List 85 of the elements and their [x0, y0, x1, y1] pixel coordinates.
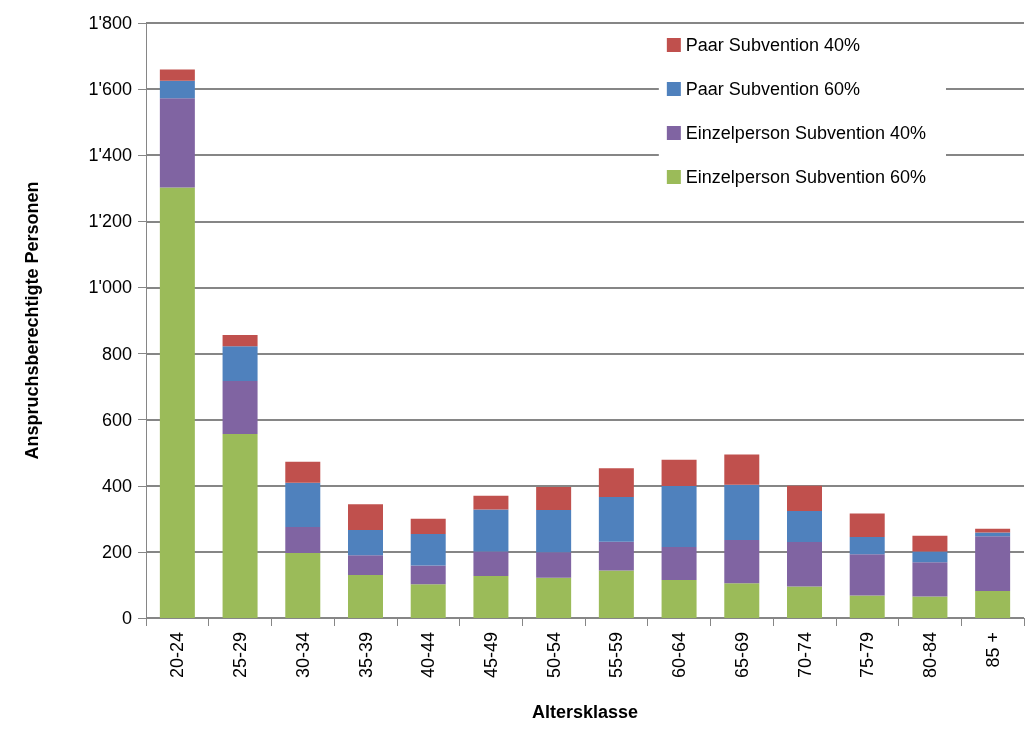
y-tick-label: 200: [101, 541, 132, 562]
legend-label: Einzelperson Subvention 60%: [685, 167, 927, 187]
bar: [159, 80, 195, 99]
bar: [975, 590, 1011, 618]
bar: [410, 584, 446, 618]
bar: [348, 530, 383, 556]
bar: [849, 595, 885, 618]
bar: [348, 575, 383, 618]
bar: [536, 577, 572, 618]
bar: [661, 486, 697, 547]
bar: [159, 187, 195, 618]
y-axis-title: Anspruchsberechtigte Personen: [22, 181, 42, 460]
bar: [536, 509, 572, 553]
y-tick-label: 1'000: [88, 277, 132, 298]
x-tick-label: 40-44: [418, 632, 439, 679]
bar: [222, 346, 258, 381]
x-axis-title: Altersklasse: [531, 702, 639, 722]
bar: [473, 509, 509, 552]
y-tick-label: 600: [101, 409, 132, 430]
bar: [222, 433, 258, 618]
bar: [222, 335, 258, 347]
bar: [410, 534, 446, 566]
bar: [598, 468, 634, 498]
bar: [912, 535, 948, 552]
bar: [285, 552, 321, 618]
legend-label: Paar Subvention 60%: [685, 79, 860, 99]
bar: [661, 579, 697, 618]
y-tick-label: 800: [101, 343, 132, 364]
bar: [849, 554, 885, 596]
bar: [598, 497, 634, 542]
x-tick-label: 75-79: [857, 632, 878, 679]
bar: [285, 461, 321, 483]
bar: [348, 504, 383, 531]
bar: [912, 596, 948, 618]
bar: [285, 482, 321, 528]
bar: [159, 98, 195, 188]
bar: [410, 565, 446, 585]
x-tick-label: 55-59: [606, 632, 627, 679]
bar: [724, 484, 760, 540]
y-tick-label: 1'400: [88, 145, 132, 166]
bar: [661, 459, 697, 487]
x-tick-label: 30-34: [292, 632, 313, 679]
bar: [661, 546, 697, 580]
x-tick-label: 60-64: [669, 632, 690, 679]
bar: [912, 562, 948, 597]
bar: [285, 527, 321, 553]
bar: [348, 555, 383, 576]
x-tick-label: 45-49: [480, 632, 501, 679]
bar: [975, 536, 1011, 591]
bar: [598, 541, 634, 571]
bar: [724, 539, 760, 584]
bar: [473, 576, 509, 618]
x-tick-label: 25-29: [230, 632, 251, 679]
x-tick-label: 50-54: [543, 632, 564, 679]
bar: [849, 513, 885, 538]
x-tick-label: 70-74: [794, 632, 815, 679]
bar: [536, 487, 572, 510]
bar: [724, 454, 760, 485]
legend-label: Paar Subvention 40%: [685, 35, 860, 55]
legend-label: Einzelperson Subvention 40%: [685, 123, 927, 143]
y-tick-label: 1'600: [88, 79, 132, 100]
y-tick-label: 1'800: [88, 13, 132, 33]
bar: [912, 551, 948, 563]
bar: [159, 69, 195, 81]
x-tick-label: 85 +: [982, 632, 1003, 668]
bar: [787, 586, 822, 618]
bar: [473, 495, 509, 510]
bar: [536, 552, 572, 578]
x-tick-label: 80-84: [919, 632, 940, 679]
bar: [724, 583, 760, 618]
bar: [222, 380, 258, 434]
y-tick-label: 1'200: [88, 211, 132, 232]
y-tick-label: 0: [121, 608, 132, 628]
bar: [975, 532, 1011, 537]
bar: [598, 570, 634, 618]
bar: [473, 551, 509, 577]
bar: [787, 541, 822, 587]
x-tick-label: 35-39: [355, 632, 376, 679]
x-tick-label: 20-24: [167, 632, 188, 679]
bar: [410, 518, 446, 535]
bar: [787, 510, 822, 542]
y-tick-label: 400: [101, 475, 132, 496]
x-tick-label: 65-69: [731, 632, 752, 679]
bar: [849, 537, 885, 555]
bar: [787, 485, 822, 511]
